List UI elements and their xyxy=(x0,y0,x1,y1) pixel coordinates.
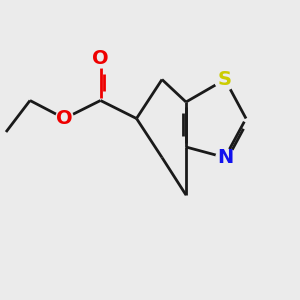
Circle shape xyxy=(216,148,234,166)
Circle shape xyxy=(214,69,236,90)
Circle shape xyxy=(92,50,110,68)
Text: O: O xyxy=(56,109,73,128)
Text: O: O xyxy=(92,49,109,68)
Circle shape xyxy=(56,110,74,128)
Text: S: S xyxy=(218,70,232,89)
Text: N: N xyxy=(217,148,233,167)
